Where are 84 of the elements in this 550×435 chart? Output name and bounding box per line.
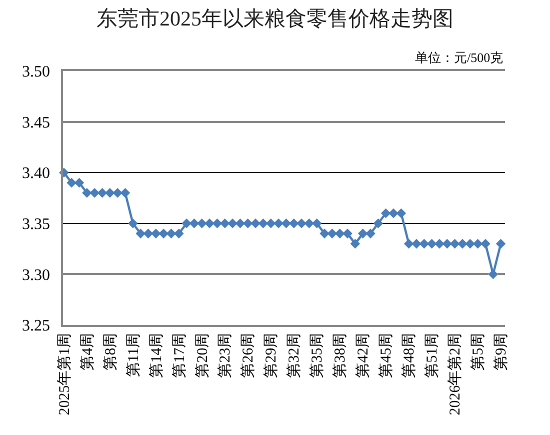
point [304, 218, 314, 228]
point [204, 218, 214, 228]
point [182, 218, 192, 228]
point [496, 238, 506, 249]
x-tick-label: 第26周 [240, 332, 257, 378]
x-tick-label: 第9周 [492, 332, 510, 370]
point [112, 188, 122, 198]
point [174, 228, 184, 238]
point [419, 238, 430, 249]
x-tick-label: 第14周 [148, 332, 165, 378]
y-tick-label: 3.45 [22, 114, 50, 132]
x-tick-label: 第17周 [170, 332, 188, 378]
point [434, 238, 444, 249]
point [334, 228, 345, 238]
point [327, 228, 338, 238]
x-tick-label: 第51周 [424, 332, 441, 378]
point [426, 238, 437, 249]
point [442, 238, 452, 249]
point [189, 218, 200, 228]
point [465, 238, 476, 249]
x-tick-label: 第45周 [378, 332, 395, 378]
point [350, 238, 360, 249]
point [258, 218, 268, 228]
point [235, 218, 246, 228]
point [404, 238, 414, 249]
y-tick-label: 3.35 [22, 216, 50, 233]
point [66, 178, 76, 188]
point [97, 188, 108, 198]
x-tick-label: 第42周 [354, 332, 372, 378]
point [250, 218, 260, 228]
y-tick-label: 3.50 [22, 64, 50, 81]
point [158, 228, 168, 238]
point [274, 218, 284, 228]
point [380, 208, 391, 218]
x-tick-label: 第48周 [400, 332, 418, 378]
point [396, 208, 406, 218]
point [358, 228, 368, 238]
point [288, 218, 299, 228]
x-tick-label: 第38周 [332, 332, 349, 378]
y-tick-label: 3.40 [22, 165, 50, 182]
point [312, 218, 322, 228]
point [228, 218, 238, 228]
point [281, 218, 292, 228]
point [458, 238, 468, 249]
x-tick-label: 第23周 [216, 332, 234, 378]
point [480, 238, 490, 249]
point [151, 228, 161, 238]
x-tick-label: 第5周 [470, 332, 487, 370]
point [128, 218, 138, 228]
point [220, 218, 230, 228]
point [373, 218, 384, 228]
point [320, 228, 330, 238]
point [412, 238, 422, 249]
x-tick-label: 第29周 [262, 332, 280, 378]
x-tick-label: 2026年第2周 [446, 332, 464, 416]
x-tick-label: 第20周 [194, 332, 211, 378]
point [143, 228, 154, 238]
x-tick-label: 第11周 [124, 332, 142, 378]
point [105, 188, 115, 198]
point [242, 218, 253, 228]
point [366, 228, 376, 238]
point [212, 218, 222, 228]
point [296, 218, 306, 228]
x-tick-label: 第32周 [286, 332, 303, 378]
point [342, 228, 352, 238]
point [197, 218, 207, 228]
y-tick-label: 3.30 [22, 266, 50, 284]
point [136, 228, 146, 238]
y-tick-label: 3.25 [22, 318, 50, 335]
point [90, 188, 100, 198]
x-tick-label: 2025年第1周 [56, 332, 73, 416]
point [472, 238, 483, 249]
x-tick-label: 第8周 [102, 332, 119, 370]
point [388, 208, 398, 218]
point [266, 218, 276, 228]
chart-title: 东莞市2025年以来粮食零售价格走势图 [96, 6, 454, 30]
point [82, 188, 92, 198]
point [120, 188, 130, 198]
x-tick-label: 第35周 [308, 332, 326, 378]
point [450, 238, 460, 249]
text: 单位：元/500克 [415, 50, 504, 65]
x-tick-label: 第4周 [78, 332, 96, 370]
point [74, 178, 84, 188]
point [166, 228, 176, 238]
